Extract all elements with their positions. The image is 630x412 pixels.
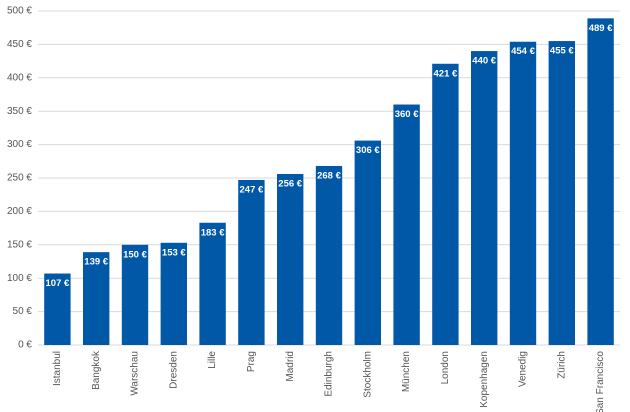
y-tick-label: 350 € [7,106,32,117]
bar [509,41,537,346]
data-label: 153 € [162,247,186,258]
y-tick-label: 250 € [7,173,32,184]
bar [277,173,304,345]
x-tick-label: Stockholm [362,351,373,398]
data-label: 421 € [434,68,458,79]
bar [587,18,614,346]
x-tick-label: Kopenhagen [479,351,490,408]
data-label: 139 € [84,257,108,268]
bar [548,41,575,346]
x-tick-label: Prag [246,351,257,372]
data-label: 107 € [46,278,70,289]
bar [471,51,498,346]
data-label: 360 € [395,109,419,120]
data-label: 183 € [201,227,225,238]
data-label: 454 € [511,46,535,57]
y-tick-label: 200 € [7,206,32,217]
y-tick-label: 150 € [7,239,32,250]
bar [44,273,71,345]
y-tick-label: 500 € [7,6,32,17]
y-tick-label: 400 € [7,72,32,83]
bar [393,104,420,346]
y-tick-label: 100 € [7,273,32,284]
data-label: 268 € [317,170,341,181]
x-tick-label: Zürich [556,351,567,379]
x-tick-label: Istanbul [52,351,63,386]
data-label: 306 € [356,145,380,156]
x-tick-label: Madrid [285,351,296,382]
bar [160,242,187,345]
x-tick-label: Lille [207,351,218,369]
x-tick-label: San Francisco [595,351,606,412]
y-tick-label: 50 € [13,306,33,317]
x-tick-label: München [401,351,412,392]
bar [432,63,459,345]
data-label: 247 € [240,185,264,196]
data-label: 256 € [278,179,302,190]
y-tick-label: 450 € [7,39,32,50]
bar [315,165,343,345]
x-tick-label: Warschau [130,351,141,396]
data-label: 440 € [472,56,496,67]
bar [354,140,381,345]
bar [199,222,226,345]
x-tick-label: Venedig [518,351,529,387]
y-tick-label: 0 € [18,340,32,351]
y-tick-label: 300 € [7,139,32,150]
data-label: 455 € [550,46,574,57]
x-tick-label: Bangkok [91,350,102,390]
bar [83,252,110,345]
bar [238,180,265,345]
x-tick-label: London [440,351,451,384]
x-tick-label: Dresden [168,351,179,389]
x-tick-label: Edinburgh [324,351,335,397]
bar [121,244,149,345]
data-label: 489 € [589,23,613,34]
data-label: 150 € [123,249,147,260]
